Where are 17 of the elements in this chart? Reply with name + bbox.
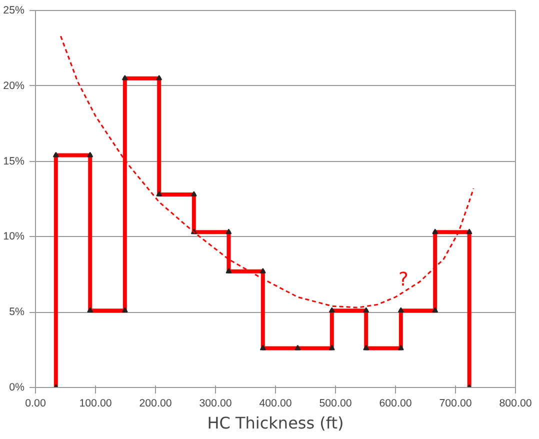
x-tick-label: 300.00 (199, 398, 232, 410)
y-tick-label: 10% (3, 230, 26, 243)
x-tick-label: 800.00 (499, 398, 532, 410)
x-tick-label: 600.00 (379, 398, 412, 410)
y-tick-label: 5% (9, 306, 26, 318)
y-tick-label: 0% (9, 382, 26, 394)
y-tick-label: 25% (3, 4, 26, 16)
x-tick-label: 500.00 (319, 398, 352, 410)
x-tick-label: 400.00 (259, 398, 292, 410)
annotation: ? (398, 270, 408, 290)
x-axis-title: HC Thickness (ft) (207, 414, 344, 432)
y-tick-label: 15% (3, 155, 26, 168)
x-tick-label: 100.00 (79, 398, 112, 410)
x-tick-label: 0.00 (25, 398, 46, 410)
x-tick-label: 200.00 (139, 398, 172, 410)
y-tick-label: 20% (3, 80, 26, 92)
x-tick-label: 700.00 (439, 398, 472, 410)
